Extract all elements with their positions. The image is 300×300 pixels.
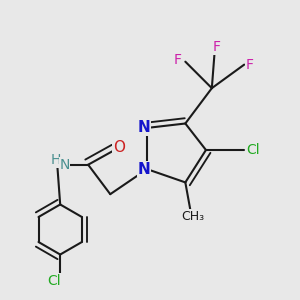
Text: F: F xyxy=(174,53,182,67)
Text: Cl: Cl xyxy=(246,143,260,157)
Text: H: H xyxy=(51,153,61,167)
Text: N: N xyxy=(59,158,70,172)
Text: F: F xyxy=(212,40,220,54)
Text: CH₃: CH₃ xyxy=(181,210,204,223)
Text: O: O xyxy=(113,140,125,154)
Text: Cl: Cl xyxy=(47,274,61,288)
Text: N: N xyxy=(138,120,151,135)
Text: N: N xyxy=(138,162,151,177)
Text: F: F xyxy=(246,58,254,72)
